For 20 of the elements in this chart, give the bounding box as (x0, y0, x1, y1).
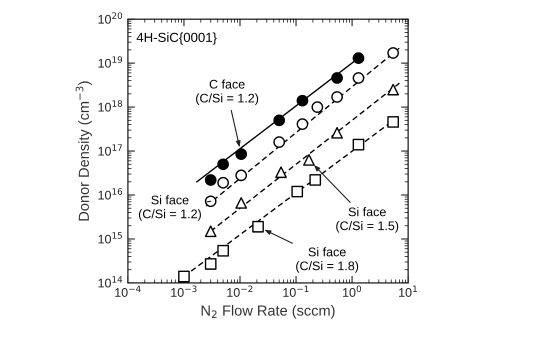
y-tick-label: 10$^{14}$ (98, 276, 122, 288)
annotation: Si face (C/Si = 1.5) (336, 207, 398, 233)
x-tick-label: 10$^{1}$ (399, 286, 417, 297)
y-tick-label: 10$^{19}$ (98, 56, 122, 68)
annotation: Si face (C/Si = 1.8) (296, 247, 358, 273)
y-tick-label: 10$^{18}$ (98, 100, 122, 112)
y-axis-title: Donor Density (cm$^{−3}$) (76, 81, 92, 221)
y-tick-label: 10$^{15}$ (98, 232, 122, 244)
y-tick-label: 10$^{20}$ (98, 12, 122, 24)
y-tick-label: 10$^{16}$ (98, 188, 122, 200)
x-tick-label: 10$^{−3}$ (171, 285, 196, 297)
x-tick-label: 10$^{0}$ (343, 285, 362, 297)
annotation: Si face (C/Si = 1.2) (138, 195, 201, 221)
annotation: 4H-SiC{0001} (136, 32, 217, 45)
x-tick-label: 10$^{−4}$ (115, 286, 141, 297)
x-axis-title: N$_{2}$ Flow Rate (sccm) (202, 305, 335, 319)
x-tick-label: 10$^{−2}$ (227, 285, 252, 297)
x-tick-label: 10$^{−1}$ (283, 286, 308, 297)
annotation: C face (C/Si = 1.2) (196, 79, 258, 106)
y-tick-label: 10$^{17}$ (98, 144, 122, 156)
